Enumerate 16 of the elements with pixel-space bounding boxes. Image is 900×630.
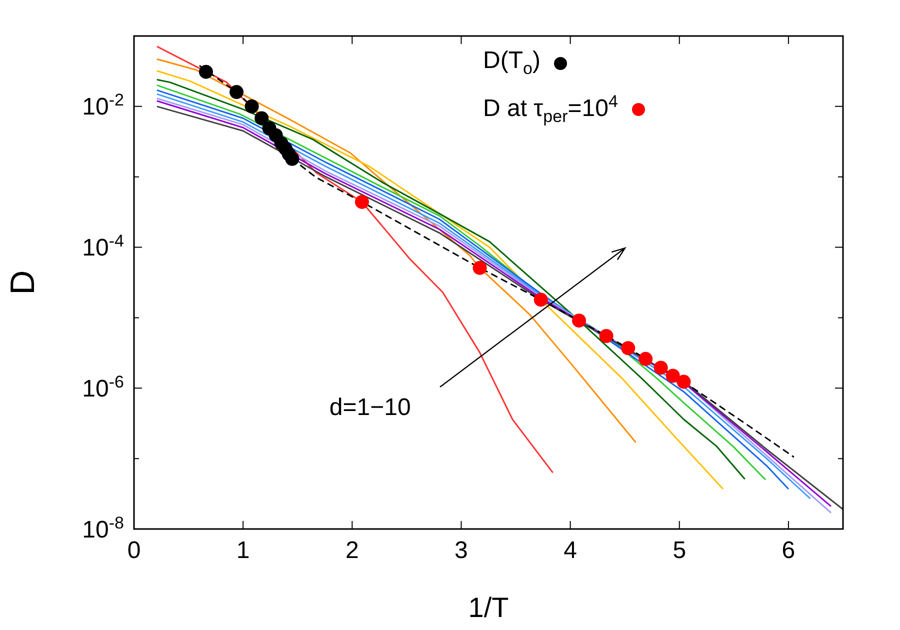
x-axis-title: 1/T [468, 592, 509, 623]
x-tick-label: 3 [454, 537, 468, 564]
x-tick-label: 0 [127, 537, 141, 564]
legend-label: D(T$_{o}$) [483, 47, 540, 79]
x-tick-label: 2 [345, 537, 359, 564]
y-tick-label: 10$^{-2}$ [82, 90, 124, 122]
x-tick-label: 5 [672, 537, 686, 564]
y-tick-label: 10$^{-8}$ [82, 514, 124, 544]
x-tick-label: 1 [236, 537, 250, 564]
legend-label: D at τ$_{per}$=10$^{4}$ [483, 92, 618, 126]
x-tick-label: 4 [564, 537, 577, 564]
annotation: d=1−10 [329, 394, 411, 422]
y-axis-title: D [4, 270, 42, 295]
x-tick-label: 6 [782, 537, 796, 564]
y-tick-label: 10$^{-4}$ [82, 232, 124, 263]
y-tick-label: 10$^{-6}$ [82, 372, 124, 404]
